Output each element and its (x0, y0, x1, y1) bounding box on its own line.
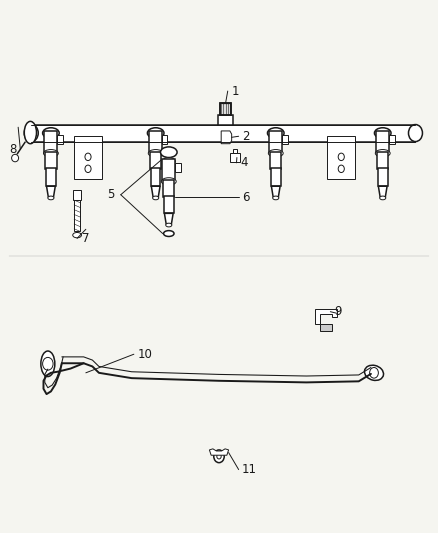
Ellipse shape (152, 196, 159, 200)
Text: 1: 1 (231, 85, 239, 98)
Circle shape (214, 450, 224, 463)
Bar (230, 154, 240, 162)
Bar (233, 149, 237, 154)
Bar (164, 196, 173, 213)
Bar (327, 136, 356, 179)
Circle shape (217, 454, 221, 459)
Circle shape (370, 368, 378, 378)
Bar (175, 164, 180, 172)
Circle shape (85, 165, 91, 173)
Ellipse shape (163, 231, 174, 237)
Bar (218, 115, 233, 125)
Bar (162, 159, 175, 181)
Ellipse shape (160, 147, 177, 158)
Bar (45, 152, 57, 169)
Ellipse shape (268, 128, 284, 139)
Bar (74, 136, 102, 179)
Bar (74, 200, 80, 231)
Ellipse shape (273, 196, 279, 200)
Circle shape (85, 153, 91, 160)
Bar (151, 168, 160, 186)
Ellipse shape (161, 177, 176, 185)
Ellipse shape (12, 155, 18, 162)
Circle shape (338, 153, 344, 160)
Ellipse shape (148, 150, 163, 157)
Ellipse shape (73, 232, 81, 238)
Bar (283, 135, 288, 144)
Bar (150, 152, 161, 169)
Text: 7: 7 (82, 232, 90, 245)
Bar (57, 135, 63, 144)
Ellipse shape (148, 128, 164, 139)
Bar (377, 152, 389, 169)
Ellipse shape (409, 125, 423, 142)
Bar (376, 131, 389, 154)
Bar (31, 125, 416, 142)
Polygon shape (378, 186, 387, 197)
Bar (389, 135, 395, 144)
Text: 9: 9 (334, 305, 341, 318)
Polygon shape (221, 131, 232, 144)
Polygon shape (46, 186, 55, 197)
Ellipse shape (24, 125, 38, 142)
Text: 10: 10 (138, 348, 152, 361)
Ellipse shape (24, 122, 36, 144)
Ellipse shape (374, 128, 391, 139)
Ellipse shape (375, 150, 390, 157)
Polygon shape (272, 186, 280, 197)
Ellipse shape (43, 150, 58, 157)
Text: 6: 6 (242, 191, 250, 204)
Bar (162, 135, 167, 144)
Ellipse shape (41, 351, 55, 376)
Bar (46, 168, 56, 186)
Ellipse shape (42, 128, 59, 139)
Bar (220, 103, 231, 115)
Text: 11: 11 (242, 463, 257, 476)
Ellipse shape (48, 196, 54, 200)
Polygon shape (209, 449, 229, 455)
Bar (44, 131, 57, 154)
Polygon shape (151, 186, 160, 197)
Ellipse shape (364, 365, 384, 381)
Circle shape (338, 165, 344, 173)
Text: 8: 8 (10, 143, 17, 156)
Bar (149, 131, 162, 154)
Polygon shape (164, 213, 173, 224)
Bar (271, 168, 281, 186)
Ellipse shape (380, 196, 386, 200)
Ellipse shape (166, 223, 172, 227)
Circle shape (42, 358, 53, 370)
Ellipse shape (162, 158, 175, 165)
Ellipse shape (268, 150, 283, 157)
Polygon shape (315, 309, 337, 324)
Text: 5: 5 (107, 188, 114, 201)
Bar (320, 324, 332, 332)
Bar (163, 180, 174, 197)
Bar (269, 131, 283, 154)
Bar (378, 168, 388, 186)
Text: 2: 2 (242, 130, 250, 143)
Bar (73, 190, 81, 200)
Bar (270, 152, 282, 169)
Bar (220, 103, 231, 115)
Text: 4: 4 (240, 156, 247, 169)
